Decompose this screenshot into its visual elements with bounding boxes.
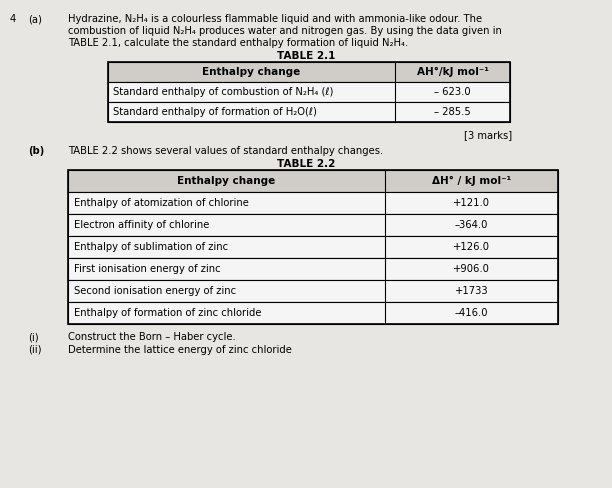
Text: +121.0: +121.0 — [453, 198, 490, 208]
Text: +1733: +1733 — [455, 286, 488, 296]
Bar — [68, 236, 558, 258]
Text: Second ionisation energy of zinc: Second ionisation energy of zinc — [74, 286, 236, 296]
Bar — [68, 170, 558, 192]
Text: – 285.5: – 285.5 — [434, 107, 471, 117]
Bar — [68, 214, 558, 236]
Bar — [108, 62, 510, 82]
Text: AH°/kJ mol⁻¹: AH°/kJ mol⁻¹ — [417, 67, 488, 77]
Text: Enthalpy of formation of zinc chloride: Enthalpy of formation of zinc chloride — [74, 308, 261, 318]
Text: Hydrazine, N₂H₄ is a colourless flammable liquid and with ammonia-like odour. Th: Hydrazine, N₂H₄ is a colourless flammabl… — [68, 14, 482, 24]
Text: Electron affinity of chlorine: Electron affinity of chlorine — [74, 220, 209, 230]
Text: Enthalpy of atomization of chlorine: Enthalpy of atomization of chlorine — [74, 198, 249, 208]
Text: TABLE 2.1, calculate the standard enthalpy formation of liquid N₂H₄.: TABLE 2.1, calculate the standard enthal… — [68, 38, 408, 48]
Text: First ionisation energy of zinc: First ionisation energy of zinc — [74, 264, 220, 274]
Text: TABLE 2.2 shows several values of standard enthalpy changes.: TABLE 2.2 shows several values of standa… — [68, 146, 383, 156]
Text: Construct the Born – Haber cycle.: Construct the Born – Haber cycle. — [68, 332, 236, 342]
Bar — [68, 192, 558, 214]
Text: (a): (a) — [28, 14, 42, 24]
Text: ΔH° / kJ mol⁻¹: ΔH° / kJ mol⁻¹ — [432, 176, 511, 186]
Text: combustion of liquid N₂H₄ produces water and nitrogen gas. By using the data giv: combustion of liquid N₂H₄ produces water… — [68, 26, 502, 36]
Bar — [68, 258, 558, 280]
Text: Enthalpy change: Enthalpy change — [177, 176, 275, 186]
Text: Enthalpy of sublimation of zinc: Enthalpy of sublimation of zinc — [74, 242, 228, 252]
Bar — [108, 82, 510, 102]
Text: (b): (b) — [28, 146, 44, 156]
Text: (ii): (ii) — [28, 345, 42, 355]
Bar — [68, 170, 558, 324]
Text: Standard enthalpy of formation of H₂O(ℓ): Standard enthalpy of formation of H₂O(ℓ) — [113, 107, 317, 117]
Text: +126.0: +126.0 — [453, 242, 490, 252]
Text: –416.0: –416.0 — [455, 308, 488, 318]
Text: –364.0: –364.0 — [455, 220, 488, 230]
Text: 4: 4 — [10, 14, 17, 24]
Text: Enthalpy change: Enthalpy change — [203, 67, 300, 77]
Text: Determine the lattice energy of zinc chloride: Determine the lattice energy of zinc chl… — [68, 345, 292, 355]
Text: (i): (i) — [28, 332, 39, 342]
Text: Standard enthalpy of combustion of N₂H₄ (ℓ): Standard enthalpy of combustion of N₂H₄ … — [113, 87, 334, 97]
Text: TABLE 2.2: TABLE 2.2 — [277, 159, 335, 169]
Text: – 623.0: – 623.0 — [434, 87, 471, 97]
Text: TABLE 2.1: TABLE 2.1 — [277, 51, 335, 61]
Bar — [108, 102, 510, 122]
Bar — [108, 62, 510, 122]
Text: +906.0: +906.0 — [453, 264, 490, 274]
Bar — [68, 302, 558, 324]
Text: [3 marks]: [3 marks] — [464, 130, 512, 140]
Bar — [68, 280, 558, 302]
